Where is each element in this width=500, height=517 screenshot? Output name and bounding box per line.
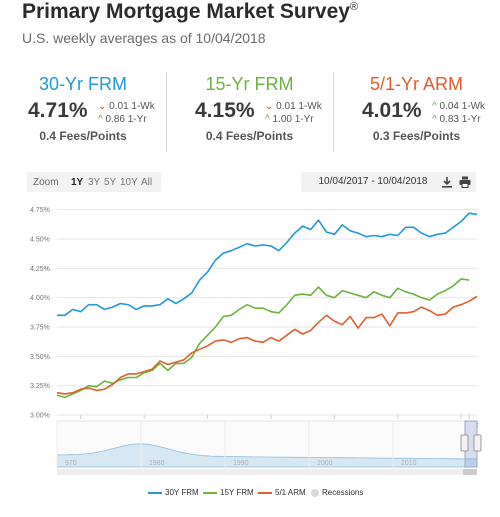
rate-name: 5/1-Yr ARM [369,74,464,94]
chart-tools [434,172,476,192]
chart-series [56,212,478,399]
navigator-label: 1990 [233,460,249,467]
zoom-10y-button[interactable]: 10Y [120,177,138,188]
up-arrow-icon: ^ [432,101,437,112]
legend-item-recessions[interactable]: Recessions [311,488,363,497]
y-tick-label: 3.75% [30,325,50,332]
legend-swatch [148,491,162,494]
down-arrow-icon: ⌄ [265,101,274,112]
rate-fees: 0.4 Fees/Points [205,129,294,143]
chart-legend: 30Y FRM 15Y FRM 5/1 ARM Recessions [0,488,500,502]
rate-name: 30-Yr FRM [38,74,127,94]
page-subtitle: U.S. weekly averages as of 10/04/2018 [22,30,266,46]
series-line-15y [56,278,470,399]
down-arrow-icon: ⌄ [98,101,107,112]
rate-card-30yr: 30-Yr FRM 4.71% ⌄ 0.01 1-Wk ^ 0.86 1-Yr … [0,72,166,152]
y-tick-label: 4.75% [30,207,50,214]
zoom-label: Zoom [33,177,59,188]
series-line-30y [57,212,478,317]
navigator-scrollbar-track [57,469,477,475]
rate-fees: 0.3 Fees/Points [372,129,461,143]
rate-change: ⌄ 0.01 1-Wk ^ 1.00 1-Yr [265,101,322,125]
legend-item-15y[interactable]: 15Y FRM [203,488,254,497]
legend-swatch [203,491,217,494]
rate-value: 4.15% [195,99,255,122]
rate-change: ^ 0.04 1-Wk ^ 0.83 1-Yr [432,101,486,125]
rate-summary: 30-Yr FRM 4.71% ⌄ 0.01 1-Wk ^ 0.86 1-Yr … [0,72,500,152]
series-line-arm [56,295,478,395]
navigator-label: 1980 [149,460,165,467]
navigator-series [56,443,478,468]
zoom-1y-button[interactable]: 1Y [71,177,84,188]
navigator-label: 2010 [401,460,417,467]
y-tick-label: 4.00% [30,295,50,302]
y-axis: 3.00% 3.25% 3.50% 3.75% 4.00% 4.25% 4.50% 4.75% [30,207,50,419]
navigator-handle-right [473,434,482,452]
y-tick-label: 3.25% [30,383,50,390]
up-arrow-icon: ^ [98,114,103,125]
rate-card-15yr: 15-Yr FRM 4.15% ⌄ 0.01 1-Wk ^ 1.00 1-Yr … [166,72,332,152]
navigator-label: 970 [65,460,77,467]
navigator-handle-left [460,434,469,452]
up-arrow-icon: ^ [265,114,270,125]
zoom-3y-button[interactable]: 3Y [88,177,101,188]
legend-swatch [311,488,319,497]
rate-fees: 0.4 Fees/Points [39,129,127,143]
navigator-scrollbar-thumb [463,469,477,475]
rate-value: 4.01% [362,99,422,122]
legend-swatch [258,491,272,494]
rate-history-chart[interactable]: 3.00% 3.25% 3.50% 3.75% 4.00% 4.25% 4.50% 4.75%… [0,195,500,485]
up-arrow-icon: ^ [432,114,437,125]
rate-card-arm: 5/1-Yr ARM 4.01% ^ 0.04 1-Wk ^ 0.83 1-Yr… [333,72,499,152]
chart-navigator[interactable]: 970 1980 1990 2000 2010 [56,420,482,475]
page-title: Primary Mortgage Market Survey® [22,0,359,23]
y-tick-label: 3.00% [30,413,50,420]
chart-grid [57,209,477,416]
print-icon[interactable] [458,175,472,189]
y-tick-label: 4.25% [30,266,50,273]
rate-name: 15-Yr FRM [205,74,294,94]
zoom-selector: Zoom 1Y 3Y 5Y 10Y All [27,172,161,192]
navigator-label: 2000 [317,460,333,467]
rate-change: ⌄ 0.01 1-Wk ^ 0.86 1-Yr [98,101,155,125]
y-tick-label: 4.50% [30,237,50,244]
y-tick-label: 3.50% [30,354,50,361]
legend-item-30y[interactable]: 30Y FRM [148,488,199,497]
download-icon[interactable] [440,175,454,189]
rate-value: 4.71% [28,99,88,122]
zoom-5y-button[interactable]: 5Y [104,177,117,188]
legend-item-arm[interactable]: 5/1 ARM [258,488,306,497]
date-range-display[interactable]: 10/04/2017 - 10/04/2018 [301,172,445,192]
zoom-all-button[interactable]: All [141,177,153,188]
